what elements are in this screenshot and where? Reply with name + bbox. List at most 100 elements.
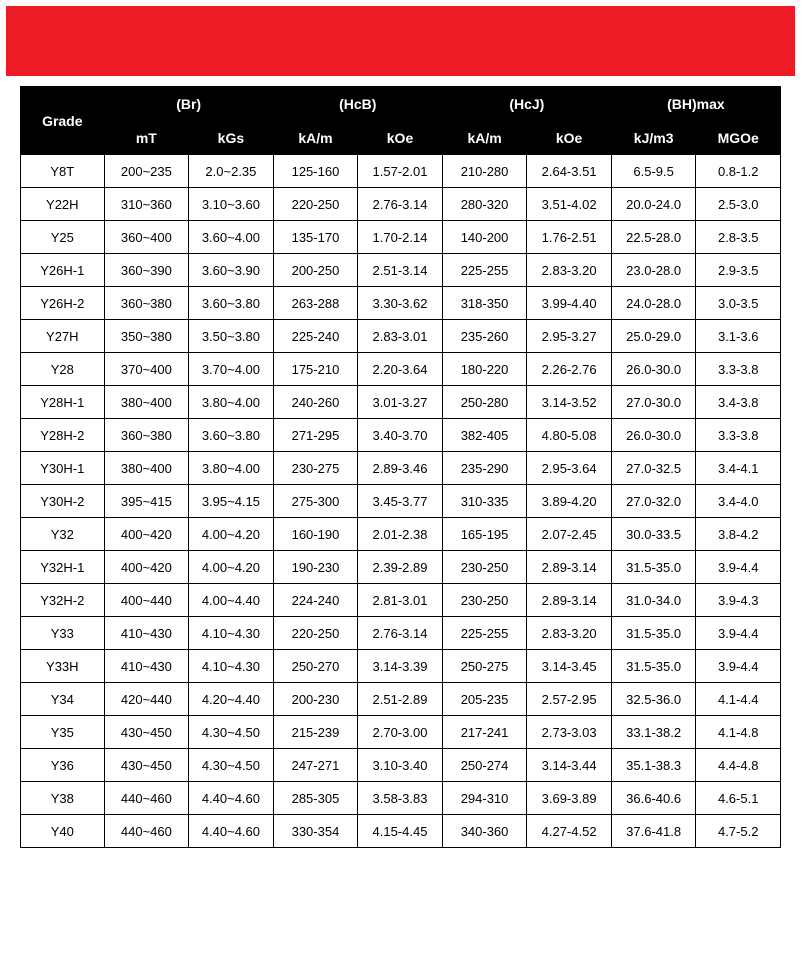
cell-value: 135-170 — [273, 221, 358, 254]
cell-value: 3.89-4.20 — [527, 485, 612, 518]
cell-value: 4.00~4.40 — [189, 584, 274, 617]
cell-grade: Y35 — [21, 716, 105, 749]
cell-value: 20.0-24.0 — [611, 188, 696, 221]
cell-value: 2.73-3.03 — [527, 716, 612, 749]
cell-value: 23.0-28.0 — [611, 254, 696, 287]
cell-value: 285-305 — [273, 782, 358, 815]
cell-value: 31.5-35.0 — [611, 617, 696, 650]
table-row: Y40440~4604.40~4.60330-3544.15-4.45340-3… — [21, 815, 781, 848]
cell-value: 2.07-2.45 — [527, 518, 612, 551]
sub-koe1: kOe — [358, 122, 443, 155]
cell-value: 4.10~4.30 — [189, 617, 274, 650]
cell-value: 2.39-2.89 — [358, 551, 443, 584]
cell-grade: Y25 — [21, 221, 105, 254]
table-row: Y28H-2360~3803.60~3.80271-2953.40-3.7038… — [21, 419, 781, 452]
cell-value: 2.51-3.14 — [358, 254, 443, 287]
cell-value: 380~400 — [104, 452, 189, 485]
cell-value: 200-230 — [273, 683, 358, 716]
cell-value: 2.83-3.20 — [527, 254, 612, 287]
cell-value: 2.95-3.64 — [527, 452, 612, 485]
cell-value: 4.20~4.40 — [189, 683, 274, 716]
cell-value: 220-250 — [273, 617, 358, 650]
table-row: Y30H-1380~4003.80~4.00230-2752.89-3.4623… — [21, 452, 781, 485]
sub-kjm3: kJ/m3 — [611, 122, 696, 155]
sub-mgoe: MGOe — [696, 122, 781, 155]
cell-grade: Y30H-1 — [21, 452, 105, 485]
cell-grade: Y34 — [21, 683, 105, 716]
cell-value: 4.10~4.30 — [189, 650, 274, 683]
cell-value: 4.30~4.50 — [189, 749, 274, 782]
table-row: Y33410~4304.10~4.30220-2502.76-3.14225-2… — [21, 617, 781, 650]
cell-value: 200-250 — [273, 254, 358, 287]
cell-value: 205-235 — [442, 683, 527, 716]
cell-grade: Y30H-2 — [21, 485, 105, 518]
cell-value: 224-240 — [273, 584, 358, 617]
cell-value: 340-360 — [442, 815, 527, 848]
cell-value: 30.0-33.5 — [611, 518, 696, 551]
cell-value: 2.83-3.01 — [358, 320, 443, 353]
cell-value: 250-275 — [442, 650, 527, 683]
cell-grade: Y32H-2 — [21, 584, 105, 617]
cell-value: 360~380 — [104, 419, 189, 452]
cell-value: 3.9-4.4 — [696, 551, 781, 584]
cell-value: 3.10~3.60 — [189, 188, 274, 221]
cell-value: 2.95-3.27 — [527, 320, 612, 353]
table-row: Y34420~4404.20~4.40200-2302.51-2.89205-2… — [21, 683, 781, 716]
cell-value: 2.57-2.95 — [527, 683, 612, 716]
cell-value: 2.81-3.01 — [358, 584, 443, 617]
cell-value: 382-405 — [442, 419, 527, 452]
cell-value: 294-310 — [442, 782, 527, 815]
table-row: Y35430~4504.30~4.50215-2392.70-3.00217-2… — [21, 716, 781, 749]
cell-value: 3.3-3.8 — [696, 419, 781, 452]
cell-value: 217-241 — [442, 716, 527, 749]
cell-value: 4.4-4.8 — [696, 749, 781, 782]
cell-value: 400~420 — [104, 551, 189, 584]
cell-value: 2.20-3.64 — [358, 353, 443, 386]
cell-value: 3.8-4.2 — [696, 518, 781, 551]
cell-grade: Y28 — [21, 353, 105, 386]
cell-value: 31.5-35.0 — [611, 551, 696, 584]
cell-value: 3.80~4.00 — [189, 386, 274, 419]
group-hcj-header: (HcJ) — [442, 87, 611, 122]
cell-value: 380~400 — [104, 386, 189, 419]
cell-value: 400~420 — [104, 518, 189, 551]
cell-value: 4.00~4.20 — [189, 518, 274, 551]
cell-value: 3.50~3.80 — [189, 320, 274, 353]
cell-value: 27.0-32.5 — [611, 452, 696, 485]
cell-value: 4.27-4.52 — [527, 815, 612, 848]
cell-value: 2.70-3.00 — [358, 716, 443, 749]
cell-grade: Y22H — [21, 188, 105, 221]
table-row: Y26H-1360~3903.60~3.90200-2502.51-3.1422… — [21, 254, 781, 287]
cell-value: 2.76-3.14 — [358, 188, 443, 221]
cell-grade: Y26H-2 — [21, 287, 105, 320]
cell-grade: Y32H-1 — [21, 551, 105, 584]
group-bhmax-header: (BH)max — [611, 87, 780, 122]
cell-grade: Y38 — [21, 782, 105, 815]
cell-value: 22.5-28.0 — [611, 221, 696, 254]
table-row: Y8T200~2352.0~2.35125-1601.57-2.01210-28… — [21, 155, 781, 188]
cell-value: 225-255 — [442, 617, 527, 650]
table-row: Y32H-2400~4404.00~4.40224-2402.81-3.0123… — [21, 584, 781, 617]
cell-value: 3.3-3.8 — [696, 353, 781, 386]
table-header: Grade (Br) (HcB) (HcJ) (BH)max mT kGs kA… — [21, 87, 781, 155]
cell-value: 2.89-3.46 — [358, 452, 443, 485]
cell-value: 3.60~4.00 — [189, 221, 274, 254]
table-row: Y26H-2360~3803.60~3.80263-2883.30-3.6231… — [21, 287, 781, 320]
table-row: Y36430~4504.30~4.50247-2713.10-3.40250-2… — [21, 749, 781, 782]
cell-value: 275-300 — [273, 485, 358, 518]
cell-value: 3.60~3.90 — [189, 254, 274, 287]
cell-value: 3.30-3.62 — [358, 287, 443, 320]
cell-value: 3.99-4.40 — [527, 287, 612, 320]
cell-value: 3.10-3.40 — [358, 749, 443, 782]
cell-value: 3.01-3.27 — [358, 386, 443, 419]
cell-value: 250-274 — [442, 749, 527, 782]
cell-value: 2.64-3.51 — [527, 155, 612, 188]
cell-value: 225-255 — [442, 254, 527, 287]
cell-grade: Y28H-2 — [21, 419, 105, 452]
table-row: Y22H310~3603.10~3.60220-2502.76-3.14280-… — [21, 188, 781, 221]
cell-value: 220-250 — [273, 188, 358, 221]
cell-value: 24.0-28.0 — [611, 287, 696, 320]
cell-value: 3.0-3.5 — [696, 287, 781, 320]
table-body: Y8T200~2352.0~2.35125-1601.57-2.01210-28… — [21, 155, 781, 848]
cell-value: 2.89-3.14 — [527, 551, 612, 584]
